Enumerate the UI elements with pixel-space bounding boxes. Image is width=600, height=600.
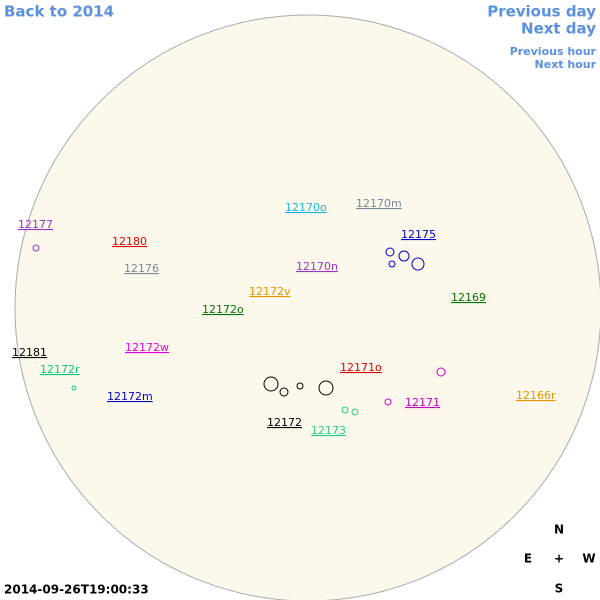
region-link[interactable]: 12166r xyxy=(516,389,556,402)
next-hour-link[interactable]: Next hour xyxy=(535,58,597,71)
region-link[interactable]: 12169 xyxy=(451,291,486,304)
previous-day-link[interactable]: Previous day xyxy=(487,3,596,21)
compass-s: S xyxy=(555,582,564,596)
region-link[interactable]: 12171 xyxy=(405,396,440,409)
region-link[interactable]: 12176 xyxy=(124,262,159,275)
region-link[interactable]: 12170o xyxy=(285,201,327,214)
region-link[interactable]: 12172r xyxy=(40,363,80,376)
solar-disk xyxy=(14,14,600,600)
timestamp: 2014-09-26T19:00:33 xyxy=(4,583,149,597)
region-link[interactable]: 12180 xyxy=(112,235,147,248)
region-link[interactable]: 12172m xyxy=(107,390,153,403)
region-link[interactable]: 12177 xyxy=(18,218,53,231)
region-link[interactable]: 12172w xyxy=(125,341,169,354)
previous-hour-link[interactable]: Previous hour xyxy=(510,45,597,58)
spots xyxy=(32,244,446,416)
next-day-link[interactable]: Next day xyxy=(521,20,596,38)
compass-w: W xyxy=(582,552,595,566)
compass-e: E xyxy=(524,552,532,566)
region-link[interactable]: 12181 xyxy=(12,346,47,359)
compass-center: + xyxy=(554,552,564,566)
compass-n: N xyxy=(554,523,564,537)
region-link[interactable]: 12171o xyxy=(340,361,382,374)
back-link[interactable]: Back to 2014 xyxy=(4,3,114,21)
region-link[interactable]: 12170n xyxy=(296,260,338,273)
region-link[interactable]: 12172v xyxy=(249,285,291,298)
region-link[interactable]: 12172 xyxy=(267,416,302,429)
region-link[interactable]: 12175 xyxy=(401,228,436,241)
region-link[interactable]: 12173 xyxy=(311,424,346,437)
region-link[interactable]: 12170m xyxy=(356,197,402,210)
region-link[interactable]: 12172o xyxy=(202,303,244,316)
